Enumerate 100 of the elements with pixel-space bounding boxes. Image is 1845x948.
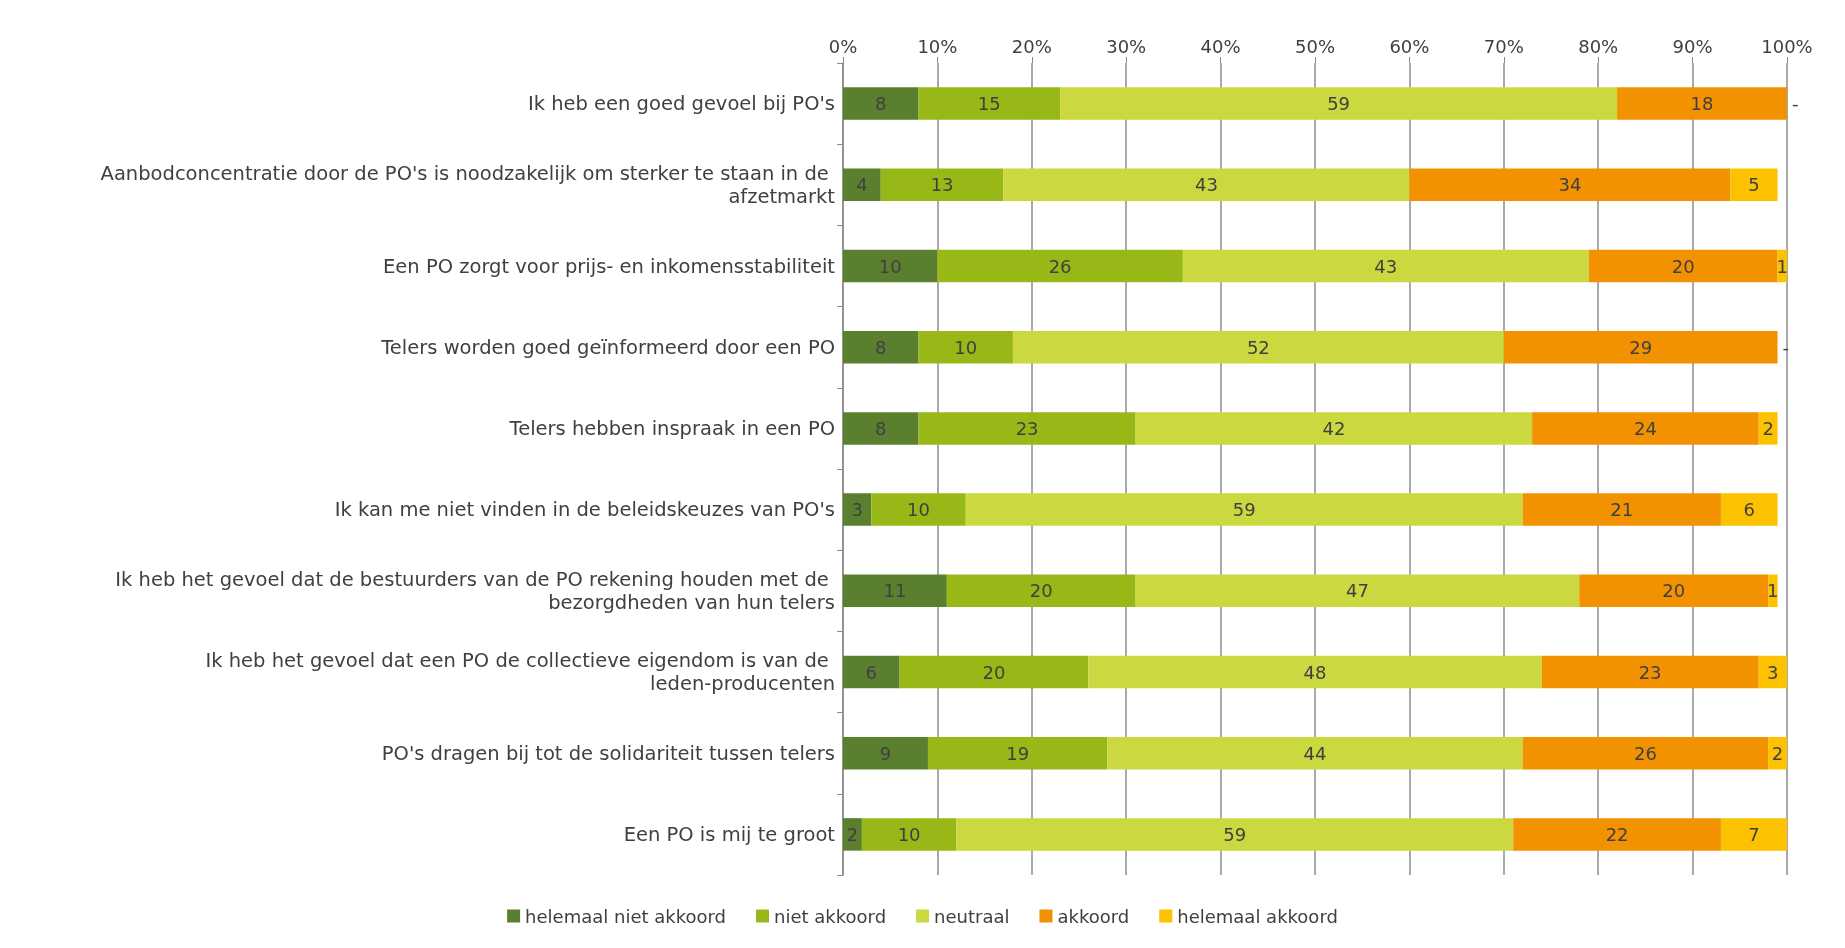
data-label: 8 [875, 93, 887, 115]
data-label: 1 [1776, 255, 1789, 277]
data-label: 26 [1048, 255, 1072, 277]
y-tick-label: Ik kan me niet vinden in de beleidskeuzes van PO's [334, 498, 835, 522]
y-tick-label: Ik heb het gevoel dat een PO de collectieve eigendom is van de leden-producenten [205, 649, 835, 695]
data-label: 20 [1662, 580, 1686, 602]
data-label: 59 [1327, 93, 1351, 115]
data-label: 18 [1690, 93, 1714, 115]
data-label: 59 [1232, 499, 1256, 521]
legend-label: helemaal akkoord [1177, 905, 1338, 927]
bar [1409, 168, 1731, 202]
data-label: 34 [1558, 174, 1582, 196]
data-label: 8 [875, 417, 887, 439]
data-label: 44 [1303, 742, 1327, 764]
bar [956, 818, 1514, 851]
data-label: 19 [1006, 742, 1030, 764]
bar [861, 818, 957, 851]
data-label: 3 [851, 499, 863, 521]
y-tick-label: Een PO zorgt voor prijs- en inkomensstabiliteit [383, 254, 836, 278]
y-tick-label: Ik heb een goed gevoel bij PO's [527, 92, 835, 116]
data-label: 20 [982, 661, 1006, 683]
bar [1088, 655, 1542, 689]
data-label: - [1782, 336, 1790, 358]
data-label: 13 [930, 174, 954, 196]
legend-label: neutraal [934, 905, 1010, 927]
x-tick-label: 50% [1294, 35, 1336, 57]
bar [1522, 736, 1769, 770]
x-tick-label: 30% [1106, 35, 1147, 57]
x-tick-label: 90% [1672, 35, 1713, 57]
bar [1720, 818, 1787, 851]
bar [843, 412, 919, 445]
data-label: 23 [1015, 417, 1039, 439]
data-label: 42 [1322, 417, 1346, 439]
bar [1579, 574, 1769, 608]
data-label: 10 [954, 336, 978, 358]
bar [843, 87, 919, 120]
data-label: 43 [1374, 255, 1398, 277]
data-label: 4 [856, 174, 868, 196]
bar [899, 655, 1089, 689]
data-label: 2 [846, 823, 859, 845]
bar [843, 655, 900, 689]
data-label: 26 [1633, 742, 1657, 764]
data-label: 10 [878, 255, 902, 277]
x-tick-label: 40% [1200, 35, 1241, 57]
data-label: 47 [1346, 580, 1369, 602]
bar [843, 168, 881, 202]
data-label: 15 [977, 93, 1001, 115]
bar [1758, 655, 1787, 689]
y-tick-label: Telers hebben inspraak in een PO [508, 416, 835, 440]
x-tick-label: 0% [828, 35, 858, 57]
bar [843, 818, 862, 851]
bar [937, 249, 1183, 283]
data-label: 48 [1303, 661, 1327, 683]
bar [843, 574, 947, 608]
data-label: 21 [1610, 499, 1634, 521]
data-label: 59 [1223, 823, 1247, 845]
data-label: 3 [1767, 661, 1779, 683]
data-label: 52 [1246, 336, 1270, 358]
bar [843, 736, 928, 770]
bar [1513, 818, 1721, 851]
y-tick-label: Telers worden goed geïnformeerd door een PO [380, 335, 835, 359]
data-label: 10 [907, 499, 930, 521]
data-label: 22 [1605, 823, 1629, 845]
data-label: 1 [1767, 580, 1779, 602]
bar [1758, 412, 1778, 445]
bar [1107, 736, 1523, 770]
data-label: 10 [897, 823, 921, 845]
bar [1135, 574, 1580, 608]
data-label: 8 [875, 336, 887, 358]
bar [927, 736, 1108, 770]
bar [1012, 330, 1504, 364]
bar [1541, 655, 1759, 689]
bar [918, 87, 1061, 120]
bar [1617, 87, 1787, 120]
x-tick-label: 80% [1578, 35, 1619, 57]
data-label: 6 [865, 661, 878, 683]
bar [871, 493, 966, 526]
data-label: - [1792, 93, 1799, 115]
legend-label: niet akkoord [774, 905, 887, 927]
bar [843, 249, 938, 283]
legend-label: helemaal niet akkoord [525, 905, 727, 927]
x-tick-label: 100% [1761, 35, 1813, 57]
data-label: 2 [1771, 742, 1784, 764]
data-label: 43 [1194, 174, 1218, 196]
y-tick-label: PO's dragen bij tot de solidariteit tussen telers [381, 741, 835, 765]
x-tick-label: 10% [917, 35, 958, 57]
bar [880, 168, 1004, 202]
data-label: 5 [1748, 174, 1760, 196]
bar [946, 574, 1136, 608]
y-tick-label: Ik heb het gevoel dat de bestuurders van de PO rekening houden met de bezorgdheden van hun telers [115, 567, 835, 614]
x-tick-label: 20% [1011, 35, 1052, 57]
y-tick-label: Aanbodconcentratie door de PO's is noodzakelijk om sterker te staan in de afzetmarkt [100, 161, 836, 208]
bar [1522, 493, 1721, 526]
data-label: 20 [1671, 255, 1695, 277]
bar [918, 330, 1013, 364]
bar [1720, 493, 1778, 526]
bar [843, 330, 919, 364]
data-label: 24 [1633, 417, 1657, 439]
x-tick-label: 60% [1389, 35, 1430, 57]
bar [918, 412, 1136, 445]
